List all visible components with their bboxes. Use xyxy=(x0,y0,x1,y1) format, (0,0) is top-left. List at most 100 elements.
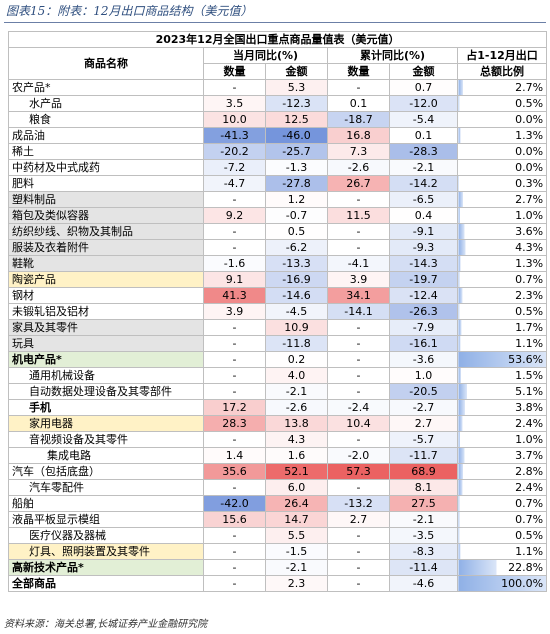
growth-cell: -12.3 xyxy=(265,95,328,112)
item-name: 服装及衣着附件 xyxy=(8,239,204,256)
growth-cell: 28.3 xyxy=(203,415,266,432)
growth-cell: -2.1 xyxy=(389,159,458,176)
growth-cell: - xyxy=(203,223,266,240)
table-row: 水产品 3.5 -12.3 0.1 -12.0 0.5% xyxy=(8,95,548,112)
item-name: 玩具 xyxy=(8,335,204,352)
growth-cell: 17.2 xyxy=(203,399,266,416)
growth-cell: 34.1 xyxy=(327,287,390,304)
growth-cell: - xyxy=(327,319,390,336)
table-row: 中药材及中式成药 -7.2 -1.3 -2.6 -2.1 0.0% xyxy=(8,159,548,176)
growth-cell: - xyxy=(203,383,266,400)
growth-cell: 1.2 xyxy=(265,191,328,208)
source: 资料来源：海关总署,长城证券产业金融研究院 xyxy=(4,619,208,630)
item-name: 纺织纱线、织物及其制品 xyxy=(8,223,204,240)
growth-cell: 5.3 xyxy=(265,79,328,96)
item-name: 农产品* xyxy=(8,79,204,96)
table-row: 汽车（包括底盘） 35.6 52.1 57.3 68.9 2.8% xyxy=(8,463,548,480)
share-cell: 5.1% xyxy=(456,383,548,400)
growth-cell: - xyxy=(327,479,390,496)
table-row: 通用机械设备 -4.0-1.0 1.5% xyxy=(8,367,548,384)
growth-cell: -28.3 xyxy=(389,143,458,160)
growth-cell: 9.1 xyxy=(203,271,266,288)
share-cell: 2.4% xyxy=(456,479,548,496)
item-name: 稀土 xyxy=(8,143,204,160)
share-cell: 22.8% xyxy=(456,559,548,576)
growth-cell: -6.5 xyxy=(389,191,458,208)
item-name: 中药材及中式成药 xyxy=(8,159,204,176)
item-name: 汽车零配件 xyxy=(8,479,204,496)
growth-cell: 0.1 xyxy=(389,127,458,144)
share-cell: 0.7% xyxy=(456,495,548,512)
item-name: 集成电路 xyxy=(8,447,204,464)
share-cell: 2.7% xyxy=(456,191,548,208)
table-row: 灯具、照明装置及其零件 - -1.5- -8.3 1.1% xyxy=(8,543,548,560)
item-name: 箱包及类似容器 xyxy=(8,207,204,224)
share-cell: 1.5% xyxy=(456,367,548,384)
growth-cell: 4.3 xyxy=(265,431,328,448)
growth-cell: - xyxy=(203,431,266,448)
growth-cell: -14.6 xyxy=(265,287,328,304)
month-header: 当月同比(%) xyxy=(203,47,328,64)
growth-cell: 0.5 xyxy=(265,223,328,240)
growth-cell: 35.6 xyxy=(203,463,266,480)
growth-cell: -2.7 xyxy=(389,399,458,416)
share-cell: 1.3% xyxy=(456,127,548,144)
table-row: 集成电路 1.4 1.6 -2.0 -11.7 3.7% xyxy=(8,447,548,464)
growth-cell: -9.3 xyxy=(389,239,458,256)
item-name: 医疗仪器及器械 xyxy=(8,527,204,544)
rule xyxy=(4,22,546,23)
growth-cell: - xyxy=(327,543,390,560)
growth-cell: - xyxy=(327,383,390,400)
growth-cell: -13.3 xyxy=(265,255,328,272)
growth-cell: -8.3 xyxy=(389,543,458,560)
growth-cell: 57.3 xyxy=(327,463,390,480)
growth-cell: - xyxy=(327,431,390,448)
share-cell: 0.5% xyxy=(456,527,548,544)
growth-cell: 13.8 xyxy=(265,415,328,432)
share-cell: 1.7% xyxy=(456,319,548,336)
figure-title: 图表15：附表：12月出口商品结构（美元值） xyxy=(6,4,253,18)
growth-cell: - xyxy=(203,319,266,336)
growth-cell: - xyxy=(203,559,266,576)
item-name: 手机 xyxy=(8,399,204,416)
table-row: 箱包及类似容器 9.2 -0.7 11.5 0.4 1.0% xyxy=(8,207,548,224)
share-header: 占1-12月出口 xyxy=(456,47,548,64)
item-name: 机电产品* xyxy=(8,351,204,368)
share-cell: 1.1% xyxy=(456,543,548,560)
growth-cell: - xyxy=(327,335,390,352)
share-cell: 3.7% xyxy=(456,447,548,464)
share-cell: 3.8% xyxy=(456,399,548,416)
table-row: 服装及衣着附件 - -6.2- -9.3 4.3% xyxy=(8,239,548,256)
growth-cell: 1.0 xyxy=(389,367,458,384)
growth-cell: -16.9 xyxy=(265,271,328,288)
table-row: 陶瓷产品 9.1 -16.9 3.9 -19.7 0.7% xyxy=(8,271,548,288)
growth-cell: -2.4 xyxy=(327,399,390,416)
growth-cell: 41.3 xyxy=(203,287,266,304)
growth-cell: -7.9 xyxy=(389,319,458,336)
growth-cell: 0.2 xyxy=(265,351,328,368)
share-cell: 100.0% xyxy=(456,575,548,592)
growth-cell: 3.5 xyxy=(203,95,266,112)
table-row: 液晶平板显示模组 15.6 14.7 2.7 -2.1 0.7% xyxy=(8,511,548,528)
item-name: 液晶平板显示模组 xyxy=(8,511,204,528)
growth-cell: -4.6 xyxy=(389,575,458,592)
growth-cell: 14.7 xyxy=(265,511,328,528)
growth-cell: 16.8 xyxy=(327,127,390,144)
growth-cell: -5.7 xyxy=(389,431,458,448)
growth-cell: 15.6 xyxy=(203,511,266,528)
growth-cell: - xyxy=(203,335,266,352)
growth-cell: - xyxy=(327,239,390,256)
growth-cell: -2.0 xyxy=(327,447,390,464)
item-name: 家用电器 xyxy=(8,415,204,432)
table-row: 机电产品* -0.2- -3.6 53.6% xyxy=(8,351,548,368)
growth-cell: -3.5 xyxy=(389,527,458,544)
growth-cell: 10.9 xyxy=(265,319,328,336)
growth-cell: -12.4 xyxy=(389,287,458,304)
growth-cell: -1.5 xyxy=(265,543,328,560)
share-cell: 1.1% xyxy=(456,335,548,352)
growth-cell: - xyxy=(327,351,390,368)
table-row: 鞋靴 -1.6 -13.3 -4.1 -14.3 1.3% xyxy=(8,255,548,272)
growth-cell: -2.1 xyxy=(265,383,328,400)
share-cell: 2.4% xyxy=(456,415,548,432)
